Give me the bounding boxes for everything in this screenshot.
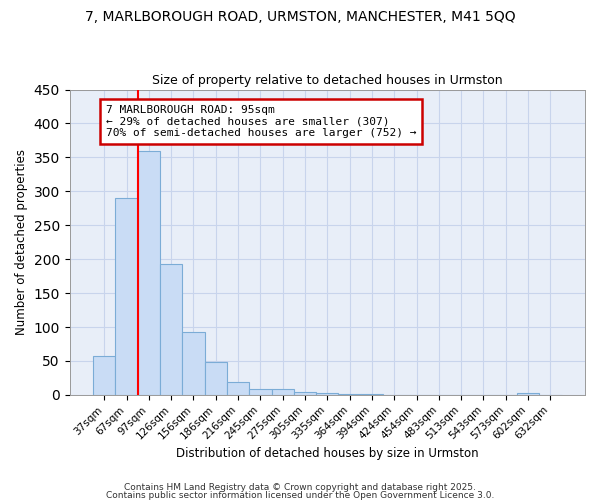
Bar <box>316 393 338 395</box>
Bar <box>338 394 361 395</box>
Bar <box>160 264 182 395</box>
Bar <box>361 394 383 395</box>
Bar <box>115 198 137 395</box>
Bar <box>182 332 205 395</box>
Bar <box>227 382 249 395</box>
Bar <box>93 356 115 395</box>
Bar <box>517 393 539 395</box>
Text: 7, MARLBOROUGH ROAD, URMSTON, MANCHESTER, M41 5QQ: 7, MARLBOROUGH ROAD, URMSTON, MANCHESTER… <box>85 10 515 24</box>
Text: 7 MARLBOROUGH ROAD: 95sqm
← 29% of detached houses are smaller (307)
70% of semi: 7 MARLBOROUGH ROAD: 95sqm ← 29% of detac… <box>106 105 416 138</box>
Text: Contains public sector information licensed under the Open Government Licence 3.: Contains public sector information licen… <box>106 490 494 500</box>
Title: Size of property relative to detached houses in Urmston: Size of property relative to detached ho… <box>152 74 503 87</box>
Bar <box>294 392 316 395</box>
X-axis label: Distribution of detached houses by size in Urmston: Distribution of detached houses by size … <box>176 447 479 460</box>
Bar <box>205 362 227 395</box>
Bar <box>249 390 272 395</box>
Bar <box>137 150 160 395</box>
Text: Contains HM Land Registry data © Crown copyright and database right 2025.: Contains HM Land Registry data © Crown c… <box>124 484 476 492</box>
Y-axis label: Number of detached properties: Number of detached properties <box>15 149 28 335</box>
Bar <box>272 390 294 395</box>
